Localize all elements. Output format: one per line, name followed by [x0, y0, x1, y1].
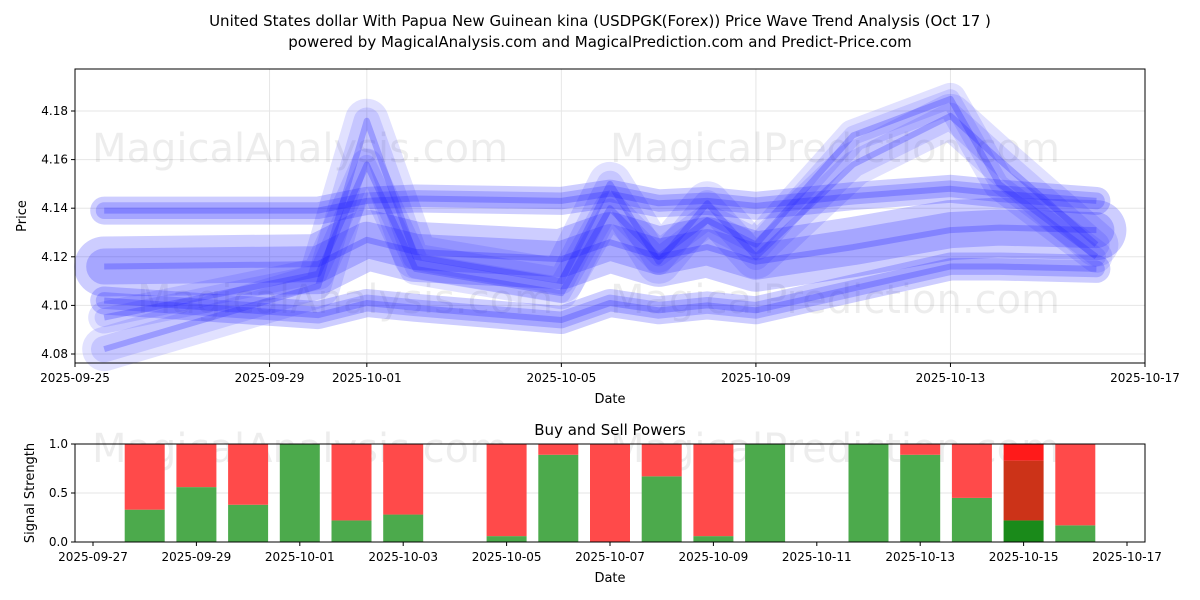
- buy-bar: [383, 514, 424, 542]
- wave-line-wave-volatile: [103, 112, 1099, 352]
- x-tick-label: 2025-10-03: [368, 550, 438, 564]
- buy-bar: [331, 520, 372, 542]
- buy-bar: [848, 444, 889, 542]
- x-tick-label: 2025-10-13: [916, 371, 986, 385]
- sell-bar: [228, 444, 269, 505]
- wave-line-wave-center: [104, 224, 1097, 270]
- sell-bar: [693, 444, 734, 537]
- sell-bar: [590, 444, 630, 542]
- y-tick-label: 4.16: [41, 153, 68, 167]
- x-tick-label: 2025-09-25: [40, 371, 110, 385]
- x-tick-label: 2025-09-27: [58, 550, 128, 564]
- x-axis-label: Date: [594, 392, 625, 407]
- buy-bar: [1055, 525, 1096, 542]
- y-tick-label: 1.0: [49, 437, 68, 451]
- x-tick-label: 2025-10-11: [782, 550, 852, 564]
- buy-bar: [1003, 520, 1044, 542]
- buy-bar: [279, 444, 320, 542]
- sell-bar: [383, 444, 424, 515]
- wave-band-wave-volatile: [82, 93, 1119, 372]
- buy-bar: [124, 509, 165, 542]
- y-tick-label: 4.08: [41, 347, 68, 361]
- wave-band-wave-volatile: [90, 102, 1110, 363]
- buy-bar: [538, 454, 579, 542]
- y-tick-label: 4.12: [41, 250, 68, 264]
- wave-line-wave-upper: [104, 185, 1097, 214]
- x-tick-label: 2025-10-05: [526, 371, 596, 385]
- buy-bar: [693, 536, 734, 542]
- watermark: MagicalAnalysis.com: [92, 126, 508, 172]
- sell-bar: [951, 444, 992, 498]
- buy-bar: [745, 444, 786, 542]
- wave-line-wave-lower: [103, 263, 1097, 323]
- wave-band-wave-volatile-2: [94, 89, 1107, 328]
- x-tick-label: 2025-10-15: [989, 550, 1059, 564]
- x-axis-label: Date: [594, 571, 625, 586]
- x-tick-label: 2025-10-09: [721, 371, 791, 385]
- chart-title: United States dollar With Papua New Guin…: [209, 12, 991, 30]
- x-tick-label: 2025-10-07: [575, 550, 645, 564]
- y-tick-label: 0.5: [49, 486, 68, 500]
- y-axis-label: Signal Strength: [23, 443, 38, 543]
- watermark: MagicalAnalysis.com: [137, 277, 553, 323]
- x-tick-label: 2025-10-05: [472, 550, 542, 564]
- sell-bar: [1055, 444, 1096, 526]
- bar-chart-title: Buy and Sell Powers: [534, 421, 686, 439]
- sell-bar: [176, 444, 217, 488]
- x-tick-label: 2025-09-29: [235, 371, 305, 385]
- wave-band-wave-lower: [95, 258, 1105, 329]
- x-tick-label: 2025-09-29: [162, 550, 232, 564]
- chart-subtitle: powered by MagicalAnalysis.com and Magic…: [288, 33, 912, 51]
- sell-bar: [124, 444, 165, 510]
- x-tick-label: 2025-10-01: [332, 371, 402, 385]
- sell-bar: [486, 444, 527, 537]
- plot-frame: [74, 68, 1146, 364]
- sell-bar: [641, 444, 682, 477]
- y-tick-label: 4.10: [41, 298, 68, 312]
- x-tick-label: 2025-10-17: [1092, 550, 1162, 564]
- sell-bar: [1003, 460, 1044, 521]
- wave-band-wave-center: [74, 197, 1127, 297]
- buy-bar: [228, 504, 269, 542]
- wave-band-wave-upper: [90, 174, 1111, 225]
- plot-frame: [74, 443, 1146, 543]
- buy-bar: [176, 487, 217, 542]
- wave-line-wave-volatile-2: [103, 95, 1099, 321]
- buy-bar: [641, 476, 682, 542]
- wave-band-wave-volatile-2: [88, 82, 1113, 334]
- watermark: MagicalPrediction.com: [610, 126, 1060, 172]
- sell-bar: [1003, 444, 1044, 461]
- y-tick-label: 0.0: [49, 535, 68, 549]
- x-tick-label: 2025-10-09: [679, 550, 749, 564]
- sell-bar: [538, 444, 579, 455]
- y-tick-label: 4.14: [41, 201, 68, 215]
- wave-band-wave-lower: [90, 252, 1111, 334]
- sell-bar: [331, 444, 372, 521]
- buy-bar: [486, 536, 527, 542]
- x-tick-label: 2025-10-01: [265, 550, 335, 564]
- buy-bar: [951, 497, 992, 542]
- watermark: MagicalPrediction.com: [610, 277, 1060, 323]
- x-tick-label: 2025-10-17: [1110, 371, 1180, 385]
- x-tick-label: 2025-10-13: [885, 550, 955, 564]
- wave-band-wave-upper: [95, 180, 1105, 220]
- y-tick-label: 4.18: [41, 104, 68, 118]
- sell-bar: [900, 444, 941, 455]
- wave-band-wave-center: [86, 209, 1115, 285]
- buy-bar: [900, 454, 941, 542]
- y-axis-label: Price: [15, 200, 30, 232]
